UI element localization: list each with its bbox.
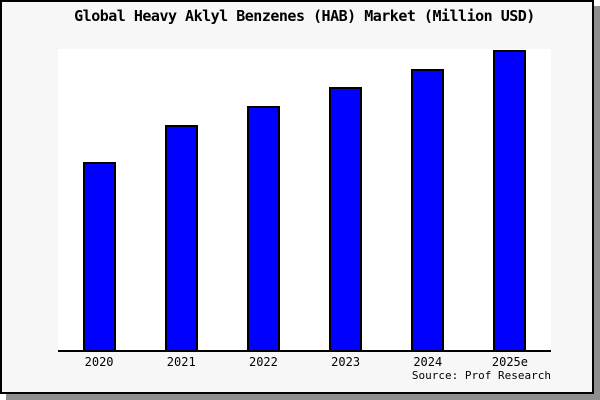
bar-2022 bbox=[246, 106, 280, 350]
bar-2021 bbox=[164, 125, 198, 350]
bar-2024 bbox=[411, 69, 445, 350]
bar-2025e bbox=[493, 50, 527, 350]
x-tick-label-2020: 2020 bbox=[84, 355, 114, 369]
x-tick-label-2024: 2024 bbox=[413, 355, 443, 369]
x-axis-tick-labels: 2020 2021 2022 2023 2024 2025e bbox=[58, 355, 551, 369]
x-tick-label-2023: 2023 bbox=[331, 355, 361, 369]
x-tick-label-2021: 2021 bbox=[166, 355, 196, 369]
x-tick-label-2022: 2022 bbox=[248, 355, 278, 369]
bar-2023 bbox=[329, 87, 363, 350]
x-tick-label-2025e: 2025e bbox=[491, 355, 528, 369]
source-credit: Source: Prof Research bbox=[411, 369, 551, 382]
bar-2020 bbox=[82, 162, 116, 350]
plot-area bbox=[58, 49, 551, 352]
chart-title: Global Heavy Aklyl Benzenes (HAB) Market… bbox=[74, 7, 535, 25]
